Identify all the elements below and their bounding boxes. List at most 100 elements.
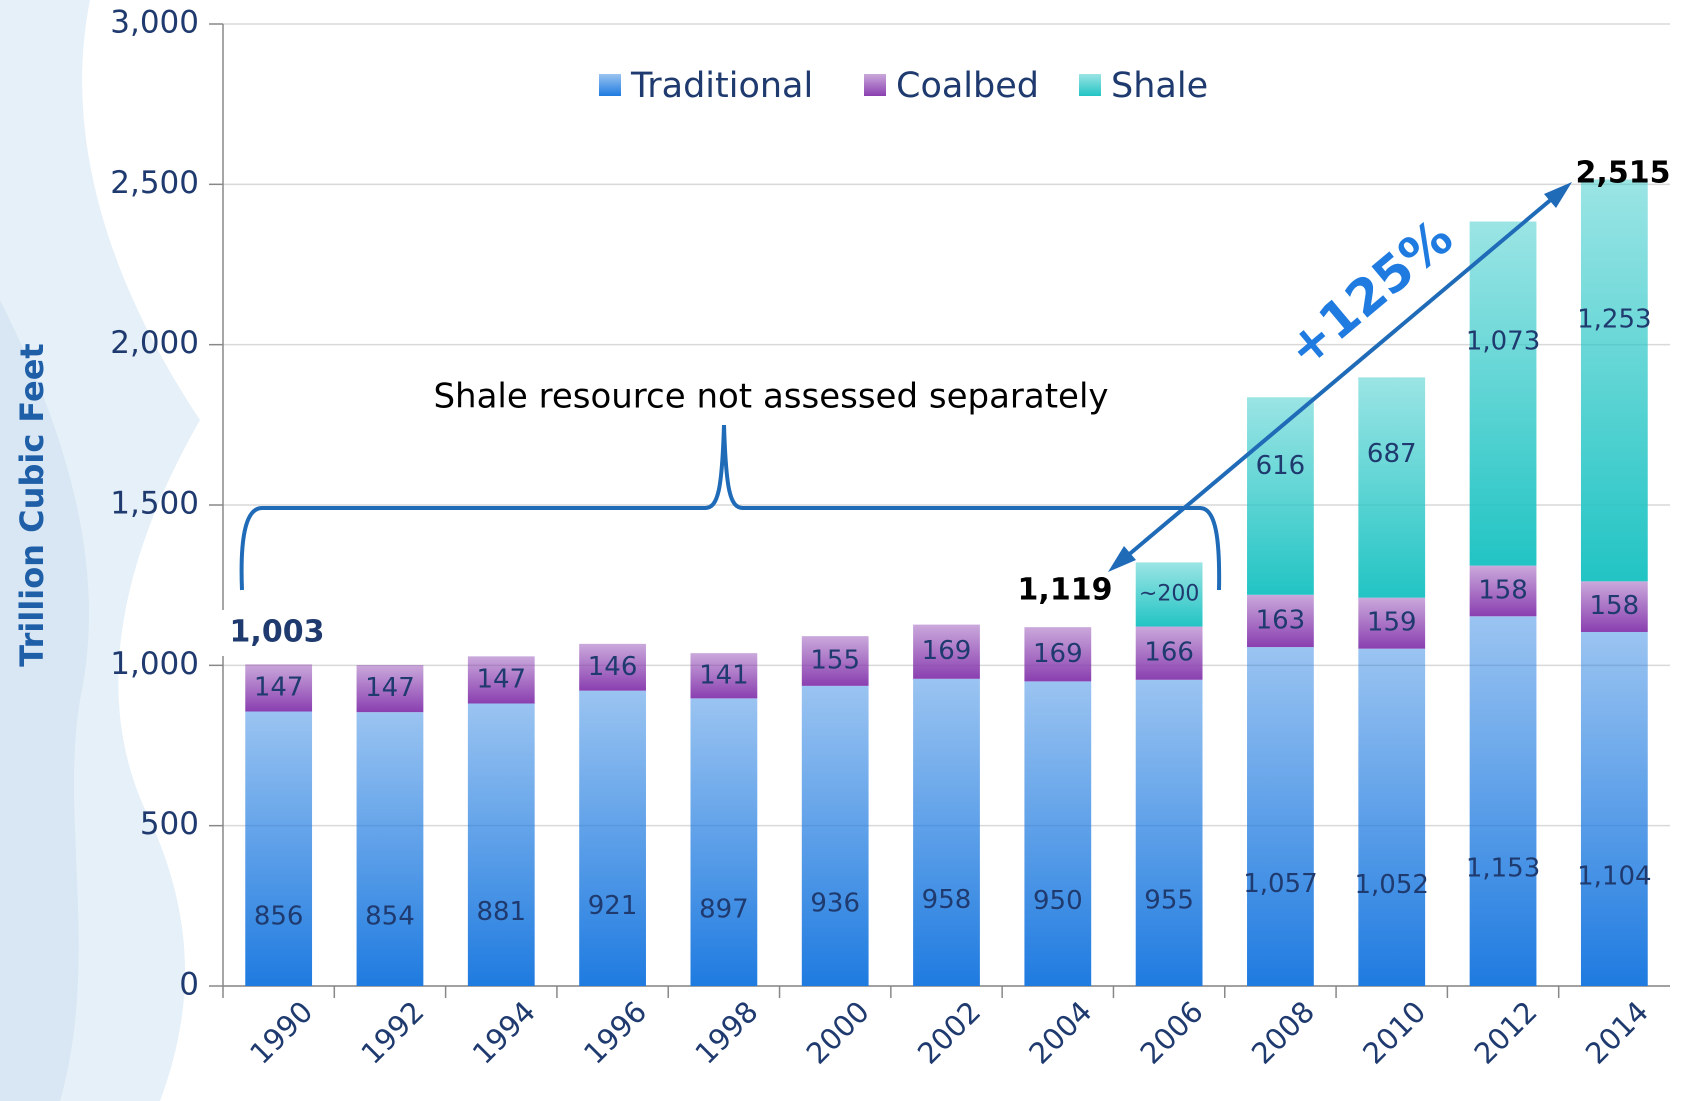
data-label: 1,057	[1243, 869, 1317, 899]
bar-segment	[579, 690, 646, 986]
arrow-line	[1118, 190, 1562, 564]
bar-segment	[1247, 594, 1314, 648]
bar-segment	[245, 664, 313, 712]
bar-segment	[913, 624, 980, 679]
bar-segment	[1135, 679, 1203, 986]
legend-label: Traditional	[630, 66, 813, 106]
y-tick-label: 500	[140, 806, 199, 842]
data-label: 147	[476, 664, 526, 694]
y-axis-label: Trillion Cubic Feet	[13, 343, 51, 666]
data-label: 158	[1478, 575, 1528, 605]
data-label: 1,104	[1577, 861, 1651, 891]
label-box	[212, 610, 326, 656]
bar-segment	[1580, 631, 1648, 986]
bar-segment	[1358, 377, 1426, 598]
data-label: 1,073	[1466, 326, 1540, 356]
data-label: 169	[922, 636, 972, 666]
x-tick-label: 1990	[243, 994, 319, 1070]
background-wave	[0, 300, 89, 1101]
y-tick-label: 1,000	[110, 646, 199, 682]
brace	[239, 424, 1222, 591]
legend-label: Coalbed	[896, 66, 1039, 106]
data-label: 936	[810, 888, 860, 918]
legend-swatch	[864, 74, 886, 96]
x-tick-label: 2014	[1579, 994, 1655, 1070]
y-tick-label: 2,500	[110, 165, 199, 201]
data-label: 897	[699, 895, 749, 925]
annotation: 1,119	[1018, 573, 1113, 608]
x-tick-label: 2012	[1468, 994, 1544, 1070]
x-tick-label: 2000	[800, 994, 876, 1070]
bar-segment	[467, 703, 535, 986]
bar-segment	[1469, 565, 1537, 617]
data-label: 146	[588, 652, 638, 682]
data-label: 854	[365, 902, 415, 932]
data-label: 1,153	[1466, 854, 1540, 884]
bar-segment	[1580, 581, 1648, 632]
x-tick-label: 1998	[688, 994, 764, 1070]
data-label: 881	[476, 897, 526, 927]
legend-swatch	[599, 74, 621, 96]
bar-segment	[690, 698, 758, 986]
x-tick-label: 2006	[1134, 994, 1210, 1070]
bar-segment	[245, 711, 313, 986]
data-label: ~200	[1139, 581, 1199, 606]
bar-segment	[1469, 616, 1537, 986]
bar-segment	[913, 678, 980, 986]
data-label: 169	[1033, 639, 1083, 669]
data-label: 147	[365, 673, 415, 703]
bar-segment	[1135, 626, 1203, 680]
bar-segment	[1469, 221, 1537, 566]
data-label: 166	[1144, 638, 1194, 668]
bar-segment	[1135, 562, 1203, 627]
data-label: 955	[1144, 885, 1194, 915]
data-label: 921	[588, 891, 638, 921]
bar-segment	[801, 685, 869, 986]
bar-segment	[467, 656, 535, 704]
bar-segment	[1358, 648, 1426, 986]
bar-segment	[1247, 647, 1314, 986]
annotation: 1,003	[230, 615, 325, 650]
arrow-head	[1544, 182, 1572, 208]
annotation: 2,515	[1576, 156, 1671, 191]
data-label: 147	[254, 672, 304, 702]
legend-label: Shale	[1111, 66, 1208, 106]
x-tick-label: 1992	[354, 994, 430, 1070]
bar-segment	[356, 665, 424, 713]
y-tick-label: 1,500	[110, 486, 199, 522]
bar-segment	[1358, 597, 1426, 649]
bar-segment	[579, 643, 646, 691]
x-tick-label: 2004	[1022, 994, 1098, 1070]
x-tick-label: 2002	[911, 994, 987, 1070]
x-tick-label: 2008	[1245, 994, 1321, 1070]
data-label: 616	[1256, 451, 1306, 481]
bar-segment	[1580, 179, 1648, 582]
data-label: 163	[1256, 605, 1306, 635]
bar-segment	[1024, 681, 1092, 986]
data-label: 856	[254, 901, 304, 931]
x-tick-label: 2010	[1356, 994, 1432, 1070]
data-label: 1,052	[1355, 870, 1429, 900]
y-tick-label: 0	[179, 967, 199, 1003]
arrow-head	[1108, 546, 1136, 572]
data-label: 1,253	[1577, 305, 1651, 335]
bar-segment	[1247, 397, 1314, 595]
data-label: 155	[810, 646, 860, 676]
data-label: 958	[922, 885, 972, 915]
x-tick-label: 1996	[577, 994, 653, 1070]
data-label: 158	[1590, 591, 1640, 621]
y-tick-label: 3,000	[110, 5, 199, 41]
data-label: 159	[1367, 608, 1417, 638]
data-label: 950	[1033, 886, 1083, 916]
data-label: 141	[699, 660, 749, 690]
bar-segment	[1024, 627, 1092, 682]
bar-segment	[690, 653, 758, 699]
annotation: Shale resource not assessed separately	[433, 377, 1108, 417]
x-tick-label: 1994	[466, 994, 542, 1070]
bar-segment	[356, 712, 424, 986]
y-tick-label: 2,000	[110, 325, 199, 361]
legend-swatch	[1079, 74, 1101, 96]
bar-segment	[801, 636, 869, 686]
data-label: 687	[1367, 439, 1417, 469]
